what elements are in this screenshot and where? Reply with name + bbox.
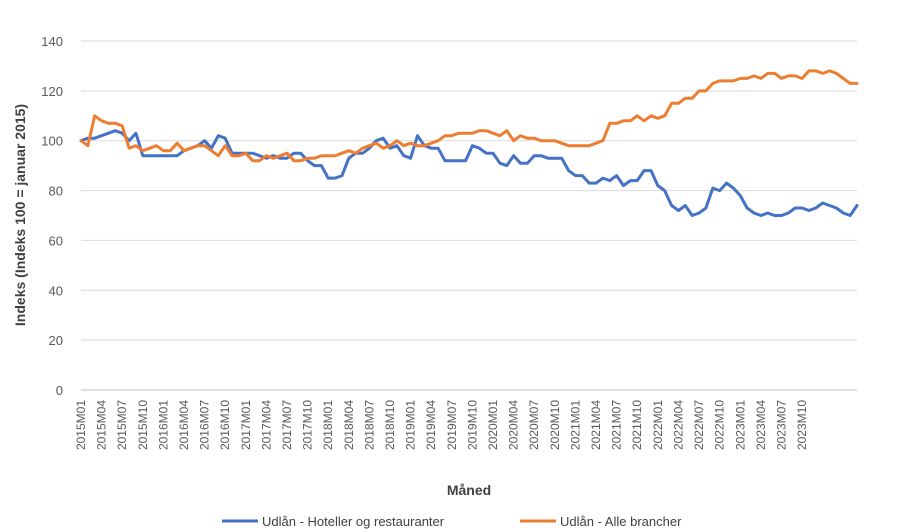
x-tick-label: 2019M10 <box>465 400 479 450</box>
x-tick-label: 2016M10 <box>218 400 232 450</box>
y-tick-label: 140 <box>41 34 63 49</box>
x-tick-label: 2018M01 <box>321 400 335 450</box>
x-tick-label: 2020M07 <box>527 400 541 450</box>
x-tick-label: 2016M04 <box>177 400 191 450</box>
x-tick-label: 2021M01 <box>568 400 582 450</box>
x-tick-label: 2017M04 <box>259 400 273 450</box>
x-tick-label: 2019M04 <box>424 400 438 450</box>
x-tick-label: 2023M04 <box>754 400 768 450</box>
x-tick-label: 2022M10 <box>713 400 727 450</box>
x-tick-label: 2018M10 <box>383 400 397 450</box>
x-tick-label: 2021M04 <box>589 400 603 450</box>
series-line-hoteller-restauranter <box>79 129 859 217</box>
y-tick-label: 0 <box>56 383 63 398</box>
x-tick-label: 2015M04 <box>95 400 109 450</box>
x-tick-label: 2020M01 <box>486 400 500 450</box>
x-tick-label: 2020M04 <box>507 400 521 450</box>
x-tick-label: 2017M01 <box>239 400 253 450</box>
y-tick-label: 80 <box>49 184 63 199</box>
x-tick-label: 2019M01 <box>404 400 418 450</box>
x-tick-label: 2015M07 <box>115 400 129 450</box>
x-axis-title: Måned <box>447 482 491 498</box>
x-tick-label: 2021M07 <box>610 400 624 450</box>
legend-label-hoteller: Udlån - Hoteller og restauranter <box>262 514 445 529</box>
x-tick-label: 2015M01 <box>74 400 88 450</box>
y-tick-label: 60 <box>49 233 63 248</box>
y-tick-label: 120 <box>41 84 63 99</box>
y-axis-title: Indeks (Indeks 100 = januar 2015) <box>12 104 28 326</box>
x-tick-label: 2017M07 <box>280 400 294 450</box>
x-tick-label: 2018M07 <box>362 400 376 450</box>
series-lines <box>79 69 859 217</box>
y-tick-label: 40 <box>49 283 63 298</box>
x-tick-label: 2016M07 <box>198 400 212 450</box>
x-tick-label: 2018M04 <box>342 400 356 450</box>
legend-label-alle-brancher: Udlån - Alle brancher <box>560 514 682 529</box>
x-tick-label: 2023M10 <box>795 400 809 450</box>
x-tick-label: 2016M01 <box>156 400 170 450</box>
x-tick-label: 2021M10 <box>630 400 644 450</box>
x-tick-label: 2022M04 <box>671 400 685 450</box>
x-tick-label: 2019M07 <box>445 400 459 450</box>
x-axis-ticks: 2015M01 2015M04 2015M07 2015M10 2016M01 2016M… <box>74 400 809 450</box>
gridlines <box>81 40 857 391</box>
x-tick-label: 2017M10 <box>301 400 315 450</box>
y-axis-ticks: 0 20 40 60 80 100 120 140 <box>41 34 63 398</box>
x-tick-label: 2022M07 <box>692 400 706 450</box>
x-tick-label: 2023M07 <box>774 400 788 450</box>
x-tick-label: 2023M01 <box>733 400 747 450</box>
x-tick-label: 2022M01 <box>651 400 665 450</box>
y-tick-label: 100 <box>41 134 63 149</box>
x-tick-label: 2015M10 <box>136 400 150 450</box>
series-line-alle-brancher <box>79 69 859 163</box>
y-tick-label: 20 <box>49 333 63 348</box>
legend: Udlån - Hoteller og restauranter Udlån -… <box>222 514 682 529</box>
x-tick-label: 2020M10 <box>548 400 562 450</box>
